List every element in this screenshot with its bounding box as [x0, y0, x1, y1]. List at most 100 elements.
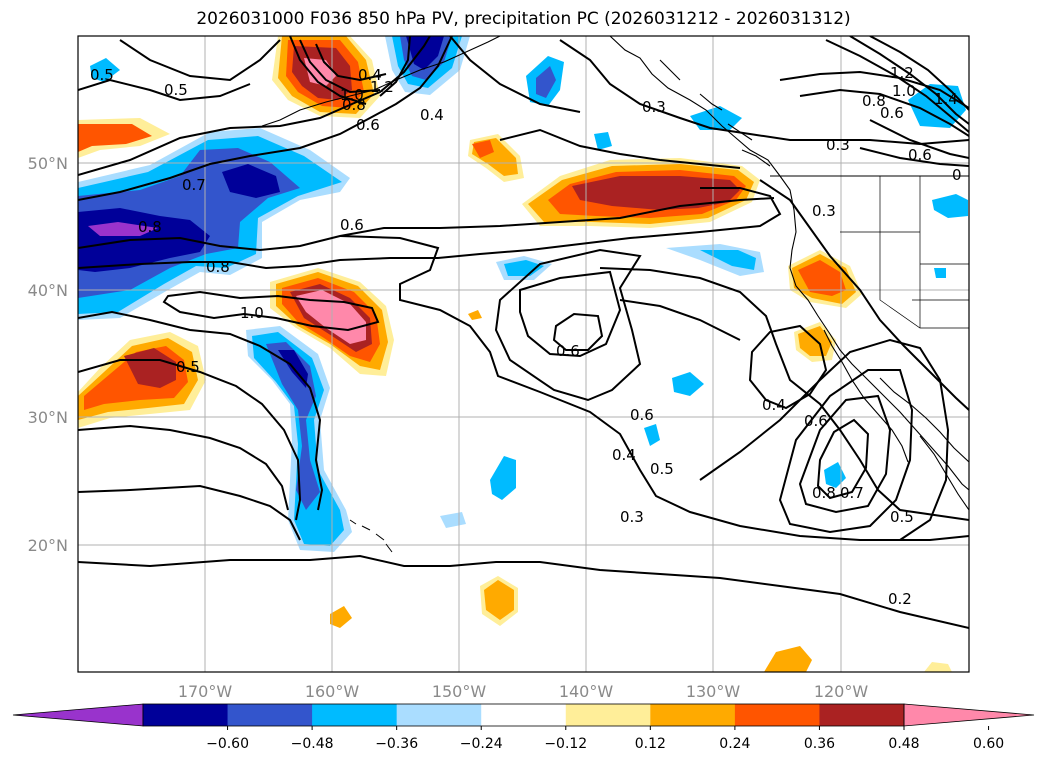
contour-e [162, 290, 380, 332]
contour-aj [619, 299, 741, 341]
hawaii-islands [349, 519, 393, 553]
contour-label: 1.4 [934, 90, 958, 108]
shade-ca-red [798, 260, 846, 296]
contour-af [78, 78, 251, 102]
contour-label: 0.3 [620, 508, 644, 526]
contour-label: 0.6 [804, 412, 828, 430]
contour-w [799, 88, 969, 137]
contour-label: 0.4 [612, 446, 636, 464]
shade-west-blue-dark2 [222, 164, 280, 198]
contour-i [78, 484, 301, 541]
contour-ab [869, 119, 969, 159]
contour-label: 0.8 [342, 96, 366, 114]
contour-label: 0.8 [138, 218, 162, 236]
shade-small-orange-se2 [924, 662, 952, 672]
shade-blue-tiny-north [594, 132, 612, 150]
contour-a [78, 36, 431, 176]
shade-small-orange-tiny [468, 310, 482, 320]
shade-blue-small-d [490, 456, 516, 500]
contour-ae [119, 39, 281, 82]
contour-r [798, 394, 892, 514]
contour-label: 0.8 [812, 484, 836, 502]
contour-label: 0 [952, 166, 962, 184]
contour-label: 0.4 [762, 396, 786, 414]
contour-label: 0.4 [358, 66, 382, 84]
contour-x [825, 39, 969, 133]
colorbar-tick-label: 0.60 [973, 736, 1004, 752]
lon-label-120w: 120°W [814, 682, 869, 701]
contour-label: 0.8 [206, 258, 230, 276]
colorbar-frame [142, 703, 905, 727]
colorbar-tick-label: −0.24 [460, 736, 503, 752]
contour-ag [449, 36, 581, 113]
contour-label: 0.7 [840, 484, 864, 502]
shade-ne-red-dark [572, 176, 740, 210]
contour-ai [759, 179, 969, 411]
contour-l [519, 270, 622, 358]
colorbar-tick-label: −0.48 [291, 736, 334, 752]
shade-blue-ne-corner2 [932, 194, 968, 218]
shade-west-purple [88, 222, 158, 236]
colorbar-tick-label: −0.12 [544, 736, 587, 752]
contour-f [78, 310, 324, 511]
contour-label: 1.0 [892, 82, 916, 100]
coastline-islands-bc [659, 59, 771, 167]
contour-m [552, 312, 604, 351]
contour-u [559, 39, 969, 146]
map-content: 0.5 0.5 0.7 0.8 1.0 0.8 0.6 0.5 0.6 0.6 … [78, 36, 969, 672]
shade-blue-ne-alaska [690, 106, 742, 130]
contour-label: 0.5 [90, 66, 114, 84]
lat-label-50n: 50°N [28, 154, 68, 173]
lat-label-40n: 40°N [28, 281, 68, 300]
contour-label: 0.7 [182, 176, 206, 194]
latitude-labels: 50°N 40°N 30°N 20°N [28, 154, 68, 555]
colorbar-segment [396, 704, 482, 726]
shade-blue-small-b [644, 424, 660, 446]
shade-lowleft-red-dark [124, 348, 176, 388]
colorbar-tick-label: 0.48 [888, 736, 919, 752]
contour-v [779, 70, 969, 109]
lon-label-130w: 130°W [686, 682, 741, 701]
contour-ac [289, 36, 411, 105]
longitude-labels: 170°W 160°W 150°W 140°W 130°W 120°W [178, 682, 869, 701]
contour-label: 0.6 [556, 342, 580, 360]
shade-mid-orange-red [472, 140, 494, 158]
colorbar-tick-label: 0.12 [635, 736, 666, 752]
lat-label-20n: 20°N [28, 536, 68, 555]
colorbar-segment [227, 704, 313, 726]
contour-q [816, 418, 870, 500]
contour-label: 0.8 [862, 92, 886, 110]
colorbar-segment [312, 704, 398, 726]
shade-blue-coast-core [700, 250, 756, 270]
contour-y [849, 36, 969, 125]
shade-topleft-red [78, 124, 152, 152]
map-title: 2026031000 F036 850 hPa PV, precipitatio… [196, 9, 851, 29]
colorbar-tick-label: −0.36 [375, 736, 418, 752]
contour-b [78, 36, 453, 201]
shade-baja-orange [798, 326, 832, 356]
shade-blue-top-left [90, 58, 120, 82]
contour-label: 0.3 [826, 136, 850, 154]
coastline-alaska-south [261, 36, 501, 127]
coastlines [261, 36, 969, 553]
shade-small-orange-se [764, 646, 812, 672]
contour-label: 1.2 [370, 78, 394, 96]
border-states [840, 176, 969, 329]
lon-label-140w: 140°W [559, 682, 614, 701]
colorbar-segment [734, 704, 820, 726]
contour-label: 0.5 [890, 508, 914, 526]
contour-label: 0.2 [888, 590, 912, 608]
lat-label-30n: 30°N [28, 408, 68, 427]
contour-label: 1.0 [340, 86, 364, 104]
colorbar-tick-labels: −0.60 −0.48 −0.36 −0.24 −0.12 0.12 0.24 0.36 0.4… [206, 726, 1004, 752]
contour-t [699, 338, 950, 541]
contour-label: 0.6 [356, 116, 380, 134]
contour-label: 0.3 [642, 98, 666, 116]
contour-label: 0.6 [630, 406, 654, 424]
map-frame [77, 35, 970, 673]
lon-label-150w: 150°W [432, 682, 487, 701]
colorbar-tick-label: 0.24 [719, 736, 750, 752]
shade-blue-upper-mid-core [536, 66, 556, 98]
colorbar [12, 703, 1035, 727]
